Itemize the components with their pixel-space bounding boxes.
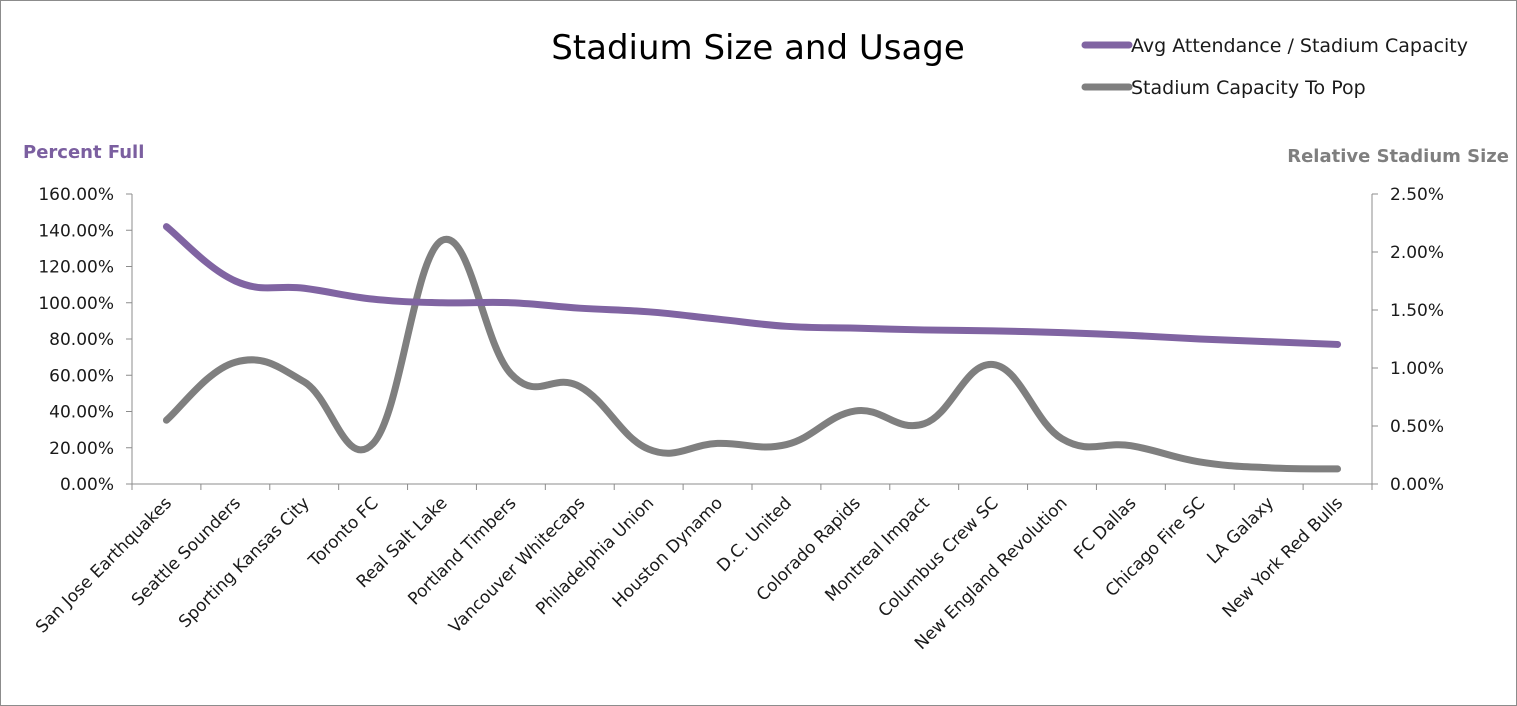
left-tick-label: 20.00% [49,439,114,459]
right-axis-title: Relative Stadium Size [1287,146,1509,167]
axes: 0.00% 20.00% 40.00% 60.00% 80.00% 100.00% 120.… [32,185,1444,654]
x-category-label: New York Red Bulls [1219,493,1348,622]
left-tick-label: 100.00% [38,294,114,314]
left-tick-label: 80.00% [49,330,114,350]
chart-title: Stadium Size and Usage [551,28,965,68]
left-tick-label: 60.00% [49,366,114,386]
left-tick-label: 140.00% [38,221,114,241]
legend: Avg Attendance / Stadium Capacity Stadiu… [1081,35,1468,99]
x-category-label: Vancouver Whitecaps [445,493,589,637]
left-tick-label: 120.00% [38,258,114,278]
left-tick-label: 0.00% [60,475,114,495]
right-tick-label: 0.50% [1390,417,1444,437]
series-line-capacity [162,235,1342,473]
x-category-label: Columbus Crew SC [875,493,1003,621]
x-category-label: Sporting Kansas City [175,493,314,632]
x-category-label: Philadelphia Union [532,493,658,619]
right-tick-label: 1.50% [1390,301,1444,321]
x-category-label: San Jose Earthquakes [32,493,176,637]
left-axis-title: Percent Full [23,142,144,163]
right-tick-label: 2.00% [1390,243,1444,263]
legend-label-capacity: Stadium Capacity To Pop [1131,77,1366,99]
legend-label-attendance: Avg Attendance / Stadium Capacity [1131,35,1468,57]
x-category-label: FC Dallas [1070,493,1140,563]
left-tick-label: 160.00% [38,185,114,205]
right-tick-label: 1.00% [1390,359,1444,379]
series-layer [162,223,1342,473]
x-category-label: LA Galaxy [1203,493,1278,568]
right-tick-label: 0.00% [1390,475,1444,495]
series-line-attendance [162,223,1342,348]
left-tick-label: 40.00% [49,403,114,423]
right-tick-label: 2.50% [1390,185,1444,205]
